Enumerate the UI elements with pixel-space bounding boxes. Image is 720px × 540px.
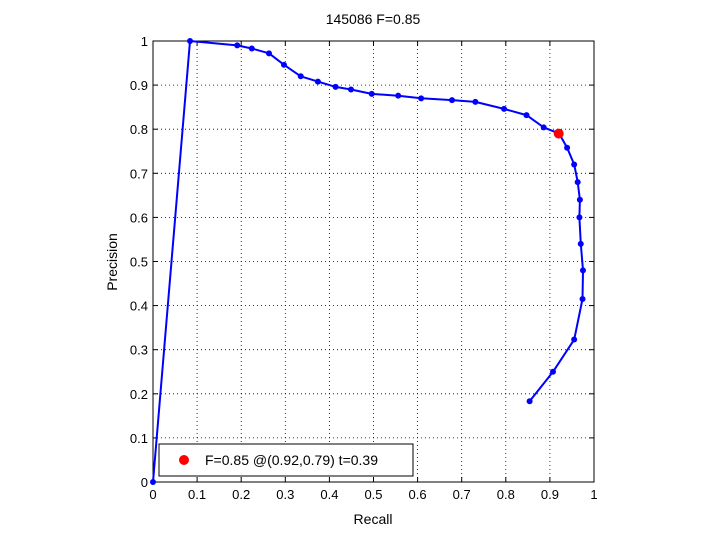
- data-point: [348, 86, 355, 93]
- tick-labels: 0 0.1 0.2 0.3 0.4 0.5 0.6 0.7 0.8 0.9 1 0 0.1 0.2 0.3 0…: [130, 34, 598, 502]
- x-tick-label: 1: [590, 487, 597, 502]
- data-point: [576, 196, 583, 203]
- data-point: [418, 95, 425, 102]
- data-point: [576, 214, 583, 221]
- data-point: [248, 45, 255, 52]
- x-tick-label: 0.3: [276, 487, 294, 502]
- grid: [153, 41, 594, 482]
- data-point: [368, 90, 375, 97]
- x-tick-label: 0.1: [188, 487, 206, 502]
- x-tick-label: 0.6: [409, 487, 427, 502]
- data-point: [501, 105, 508, 112]
- legend-text: F=0.85 @(0.92,0.79) t=0.39: [205, 452, 378, 468]
- y-tick-label: 0.8: [130, 122, 148, 137]
- x-tick-label: 0.4: [320, 487, 338, 502]
- data-point: [577, 240, 584, 247]
- data-point: [523, 112, 530, 119]
- data-point: [332, 83, 339, 90]
- x-tick-label: 0: [149, 487, 156, 502]
- data-point: [571, 336, 578, 343]
- y-tick-label: 0: [141, 475, 148, 490]
- data-point: [579, 295, 586, 302]
- data-point: [564, 144, 571, 151]
- y-tick-label: 0.2: [130, 387, 148, 402]
- y-tick-label: 0.4: [130, 299, 148, 314]
- y-tick-label: 1: [141, 34, 148, 49]
- x-tick-label: 0.7: [453, 487, 471, 502]
- series-line: [152, 40, 584, 483]
- data-point: [280, 61, 287, 68]
- highlight-layer: [553, 128, 564, 139]
- legend-box: [158, 443, 414, 477]
- y-tick-label: 0.6: [130, 210, 148, 225]
- data-point: [472, 98, 479, 105]
- x-axis-title: Recall: [354, 511, 393, 527]
- series-layer: [150, 38, 586, 485]
- x-tick-label: 0.9: [541, 487, 559, 502]
- x-tick-label: 0.2: [232, 487, 250, 502]
- y-tick-label: 0.7: [130, 166, 148, 181]
- data-point: [265, 50, 272, 57]
- data-point: [234, 42, 241, 49]
- x-tick-label: 0.5: [364, 487, 382, 502]
- y-tick-label: 0.1: [130, 431, 148, 446]
- data-point: [574, 179, 581, 186]
- chart-title: 145086 F=0.85: [326, 11, 421, 27]
- data-point: [579, 267, 586, 274]
- data-point: [297, 73, 304, 80]
- data-point: [571, 161, 578, 168]
- y-tick-label: 0.5: [130, 255, 148, 270]
- best-f-point: [553, 128, 564, 139]
- data-point: [314, 78, 321, 85]
- y-tick-label: 0.3: [130, 343, 148, 358]
- data-point: [549, 368, 556, 375]
- legend-marker: [179, 455, 189, 465]
- data-point: [395, 92, 402, 99]
- y-axis-title: Precision: [104, 233, 120, 291]
- data-point: [187, 38, 194, 44]
- legend: F=0.85 @(0.92,0.79) t=0.39: [158, 443, 414, 477]
- data-point: [448, 97, 455, 104]
- x-tick-label: 0.8: [497, 487, 515, 502]
- data-point: [526, 398, 533, 405]
- y-tick-label: 0.9: [130, 78, 148, 93]
- data-point: [150, 479, 156, 485]
- data-point: [540, 124, 547, 131]
